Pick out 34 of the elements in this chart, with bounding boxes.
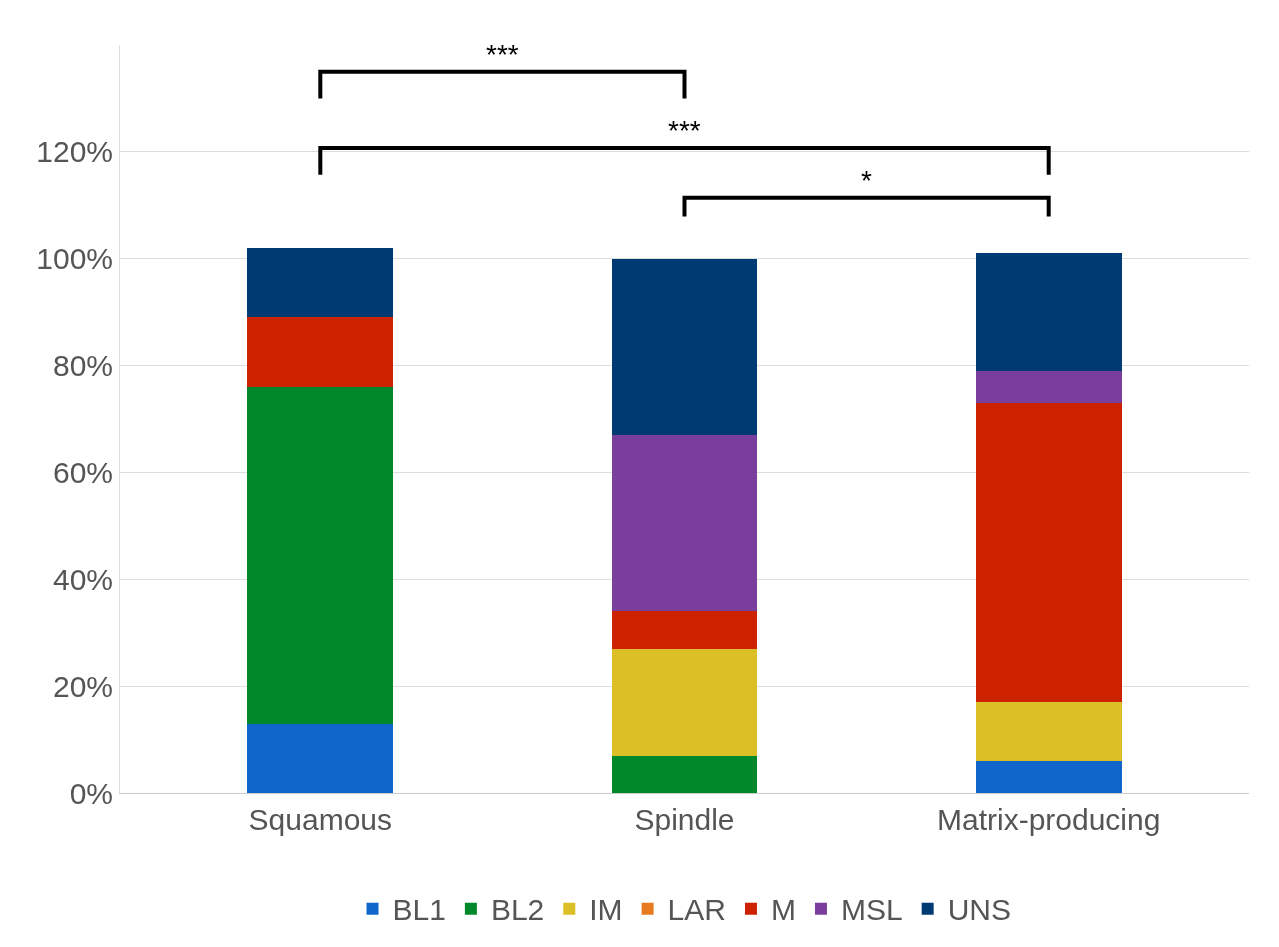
annotation: ***: [486, 39, 519, 70]
annotation: ***: [668, 115, 701, 146]
legend-label: M: [770, 893, 796, 927]
bar: [975, 370, 1122, 403]
y-tick-label: 100%: [36, 242, 113, 276]
legend-label: BL2: [490, 893, 545, 927]
x-tick-label: Spindle: [634, 803, 735, 836]
x-tick-label: Matrix-producing: [936, 803, 1161, 836]
y-tick-label: 60%: [52, 455, 113, 489]
legend-label: MSL: [840, 893, 903, 927]
legend-label: IM: [589, 893, 623, 927]
bar: [247, 723, 394, 793]
legend-label: BL1: [392, 893, 446, 927]
bar: [611, 435, 758, 612]
y-tick-label: 120%: [36, 135, 113, 169]
bar: [611, 755, 758, 793]
bar: [975, 702, 1122, 761]
bar: [611, 258, 758, 436]
y-tick-label: 20%: [52, 669, 113, 703]
y-tick-label: 80%: [52, 349, 113, 383]
bar: [975, 402, 1122, 703]
bar: [247, 317, 394, 387]
y-tick-label: 40%: [52, 562, 113, 596]
x-tick-label: Squamous: [248, 803, 393, 836]
bar: [247, 386, 394, 724]
bar: [975, 760, 1122, 793]
bar: [611, 611, 758, 649]
y-tick-label: 0%: [69, 776, 113, 810]
legend-label: UNS: [947, 893, 1011, 927]
legend-label: LAR: [667, 893, 726, 927]
bar: [611, 648, 758, 756]
bar: [247, 248, 394, 318]
bar: [975, 253, 1122, 371]
annotation: *: [861, 165, 872, 196]
